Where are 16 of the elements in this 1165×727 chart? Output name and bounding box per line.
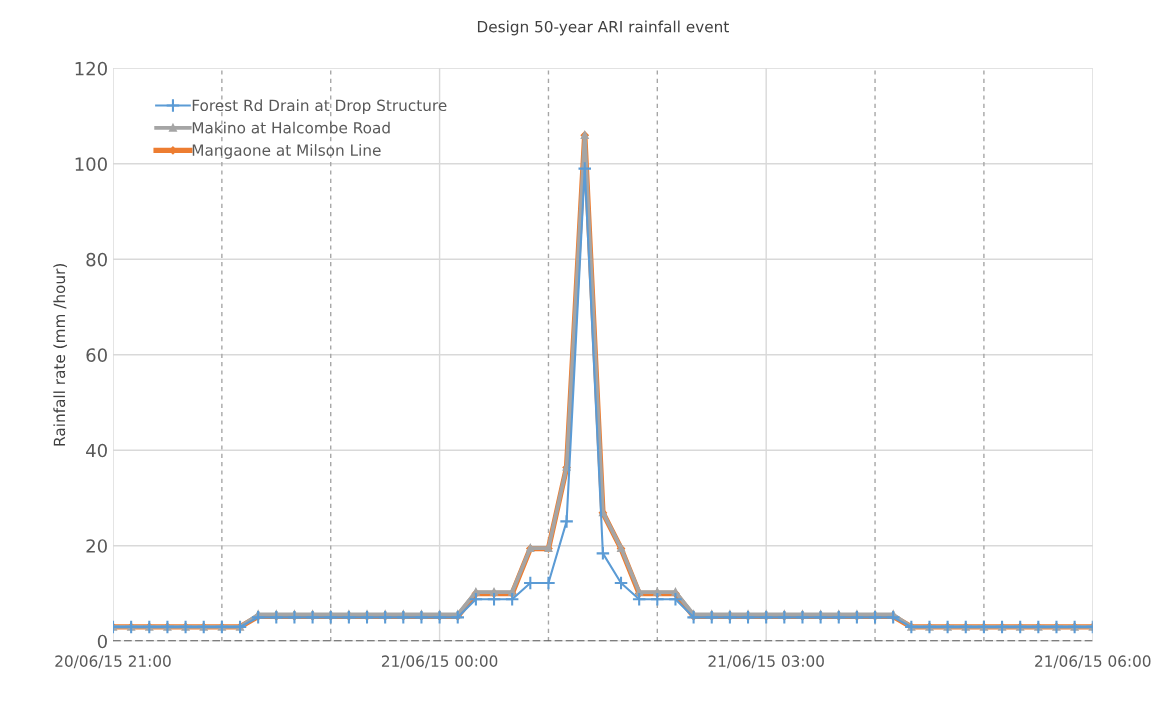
x-tick-label: 21/06/15 03:00	[708, 655, 824, 669]
x-tick-label: 21/06/15 06:00	[1035, 655, 1151, 669]
y-tick-label: 20	[86, 539, 107, 553]
y-tick-label: 120	[75, 61, 107, 76]
legend-label: Forest Rd Drain at Drop Structure	[192, 99, 447, 115]
y-tick-label: 80	[86, 252, 107, 267]
y-axis-title: Rainfall rate (mm /hour)	[53, 263, 67, 446]
y-tick-label: 60	[86, 348, 107, 362]
chart-title: Design 50-year ARI rainfall event	[477, 20, 729, 36]
y-tick-label: 0	[97, 634, 107, 649]
x-tick-label: 20/06/15 21:00	[55, 655, 171, 669]
legend-label: Makino at Halcombe Road	[192, 121, 390, 134]
y-tick-label: 40	[86, 443, 107, 458]
x-tick-label: 21/06/15 00:00	[381, 655, 498, 669]
y-tick-label: 100	[75, 157, 107, 171]
legend-label: Mangaone at Milson Line	[192, 144, 381, 159]
